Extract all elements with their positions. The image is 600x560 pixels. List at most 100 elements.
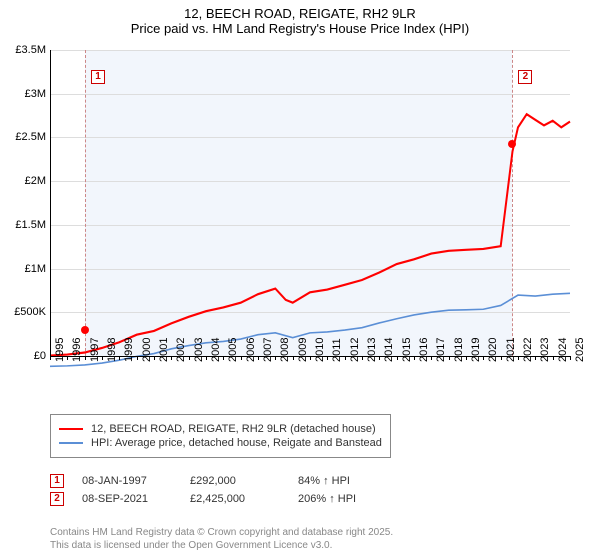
transaction-table: 1 08-JAN-1997 £292,000 84% ↑ HPI 2 08-SE…: [50, 470, 570, 510]
transaction-2-dot: [508, 140, 516, 148]
x-axis-tick-label: 2023: [539, 338, 551, 362]
footnote: Contains HM Land Registry data © Crown c…: [50, 526, 570, 552]
chart-title-line1: 12, BEECH ROAD, REIGATE, RH2 9LR: [0, 6, 600, 21]
x-axis-tick-label: 2008: [279, 338, 291, 362]
x-axis-tick-label: 2018: [453, 338, 465, 362]
x-axis-tick: [466, 356, 467, 360]
x-axis-tick: [223, 356, 224, 360]
x-axis-tick: [483, 356, 484, 360]
y-axis-tick-label: £3.5M: [2, 44, 46, 56]
legend-swatch-2: [59, 442, 83, 444]
x-axis-tick-label: 2001: [158, 338, 170, 362]
x-axis-tick: [518, 356, 519, 360]
x-axis-tick-label: 2013: [366, 338, 378, 362]
transaction-2-badge: 2: [50, 492, 64, 506]
x-axis-tick-label: 1995: [54, 338, 66, 362]
x-axis-tick-label: 2025: [574, 338, 586, 362]
x-axis-tick-label: 2022: [522, 338, 534, 362]
x-axis-tick-label: 2015: [401, 338, 413, 362]
y-axis-tick-label: £0: [2, 350, 46, 362]
x-axis-tick-label: 2004: [210, 338, 222, 362]
x-axis-tick: [206, 356, 207, 360]
y-axis-line: [50, 50, 51, 356]
plot-area: 1 2 £0£500K£1M£1.5M£2M£2.5M£3M£3.5M 1995…: [50, 50, 570, 380]
x-axis-tick: [431, 356, 432, 360]
transaction-1-dot: [81, 326, 89, 334]
y-axis-tick-label: £2.5M: [2, 131, 46, 143]
legend-box: 12, BEECH ROAD, REIGATE, RH2 9LR (detach…: [50, 414, 391, 458]
transaction-2-marker: 2: [518, 70, 532, 84]
transaction-1-marker: 1: [91, 70, 105, 84]
x-axis-tick: [241, 356, 242, 360]
transaction-1-badge: 1: [50, 474, 64, 488]
x-axis-tick: [327, 356, 328, 360]
x-axis-tick: [189, 356, 190, 360]
x-axis-tick: [345, 356, 346, 360]
x-axis-tick-label: 2009: [297, 338, 309, 362]
x-axis-tick-label: 2020: [487, 338, 499, 362]
x-axis-tick: [154, 356, 155, 360]
legend: 12, BEECH ROAD, REIGATE, RH2 9LR (detach…: [50, 414, 570, 458]
x-axis-tick: [379, 356, 380, 360]
x-axis-tick-label: 2017: [435, 338, 447, 362]
x-axis-tick: [570, 356, 571, 360]
x-axis-tick: [293, 356, 294, 360]
transaction-1-uplift: 84% ↑ HPI: [298, 475, 388, 487]
legend-label-1: 12, BEECH ROAD, REIGATE, RH2 9LR (detach…: [91, 423, 376, 435]
y-axis-tick-label: £500K: [2, 306, 46, 318]
legend-label-2: HPI: Average price, detached house, Reig…: [91, 437, 382, 449]
x-axis-tick: [397, 356, 398, 360]
legend-row-series-2: HPI: Average price, detached house, Reig…: [59, 437, 382, 449]
x-axis-tick: [414, 356, 415, 360]
chart-title-line2: Price paid vs. HM Land Registry's House …: [0, 21, 600, 36]
y-axis-tick-label: £1.5M: [2, 219, 46, 231]
y-axis-tick-label: £3M: [2, 88, 46, 100]
x-axis-tick-label: 2019: [470, 338, 482, 362]
transaction-2-uplift: 206% ↑ HPI: [298, 493, 388, 505]
transaction-row-2: 2 08-SEP-2021 £2,425,000 206% ↑ HPI: [50, 492, 570, 506]
legend-row-series-1: 12, BEECH ROAD, REIGATE, RH2 9LR (detach…: [59, 423, 382, 435]
x-axis-tick: [501, 356, 502, 360]
transaction-1-date: 08-JAN-1997: [82, 475, 172, 487]
x-axis-tick: [535, 356, 536, 360]
x-axis-tick: [50, 356, 51, 360]
x-axis-tick-label: 1996: [71, 338, 83, 362]
x-axis-tick: [553, 356, 554, 360]
x-axis-tick: [102, 356, 103, 360]
x-axis-tick-label: 2003: [193, 338, 205, 362]
x-axis-tick-label: 1999: [123, 338, 135, 362]
x-axis-tick: [310, 356, 311, 360]
title-block: 12, BEECH ROAD, REIGATE, RH2 9LR Price p…: [0, 0, 600, 38]
x-axis-tick: [362, 356, 363, 360]
x-axis-tick-label: 2014: [383, 338, 395, 362]
x-axis-tick: [449, 356, 450, 360]
x-axis-tick-label: 1998: [106, 338, 118, 362]
transaction-2-date: 08-SEP-2021: [82, 493, 172, 505]
x-axis-tick-label: 1997: [89, 338, 101, 362]
x-axis-tick-label: 2007: [262, 338, 274, 362]
x-axis-tick-label: 2024: [557, 338, 569, 362]
x-axis-tick-label: 2011: [331, 338, 343, 362]
transaction-row-1: 1 08-JAN-1997 £292,000 84% ↑ HPI: [50, 474, 570, 488]
x-axis-tick-label: 2000: [141, 338, 153, 362]
x-axis-tick: [258, 356, 259, 360]
footnote-line2: This data is licensed under the Open Gov…: [50, 539, 570, 552]
x-axis-tick-label: 2016: [418, 338, 430, 362]
legend-swatch-1: [59, 428, 83, 430]
x-axis-tick-label: 2010: [314, 338, 326, 362]
x-axis-tick-label: 2006: [245, 338, 257, 362]
x-axis-tick: [171, 356, 172, 360]
line-chart-svg: [50, 50, 570, 380]
x-axis-tick-label: 2012: [349, 338, 361, 362]
transaction-2-price: £2,425,000: [190, 493, 280, 505]
transaction-1-price: £292,000: [190, 475, 280, 487]
x-axis-tick: [119, 356, 120, 360]
x-axis-tick-label: 2021: [505, 338, 517, 362]
x-axis-tick-label: 2002: [175, 338, 187, 362]
x-axis-tick: [67, 356, 68, 360]
x-axis-tick: [137, 356, 138, 360]
chart-container: 12, BEECH ROAD, REIGATE, RH2 9LR Price p…: [0, 0, 600, 560]
y-axis-tick-label: £2M: [2, 175, 46, 187]
footnote-line1: Contains HM Land Registry data © Crown c…: [50, 526, 570, 539]
x-axis-tick-label: 2005: [227, 338, 239, 362]
